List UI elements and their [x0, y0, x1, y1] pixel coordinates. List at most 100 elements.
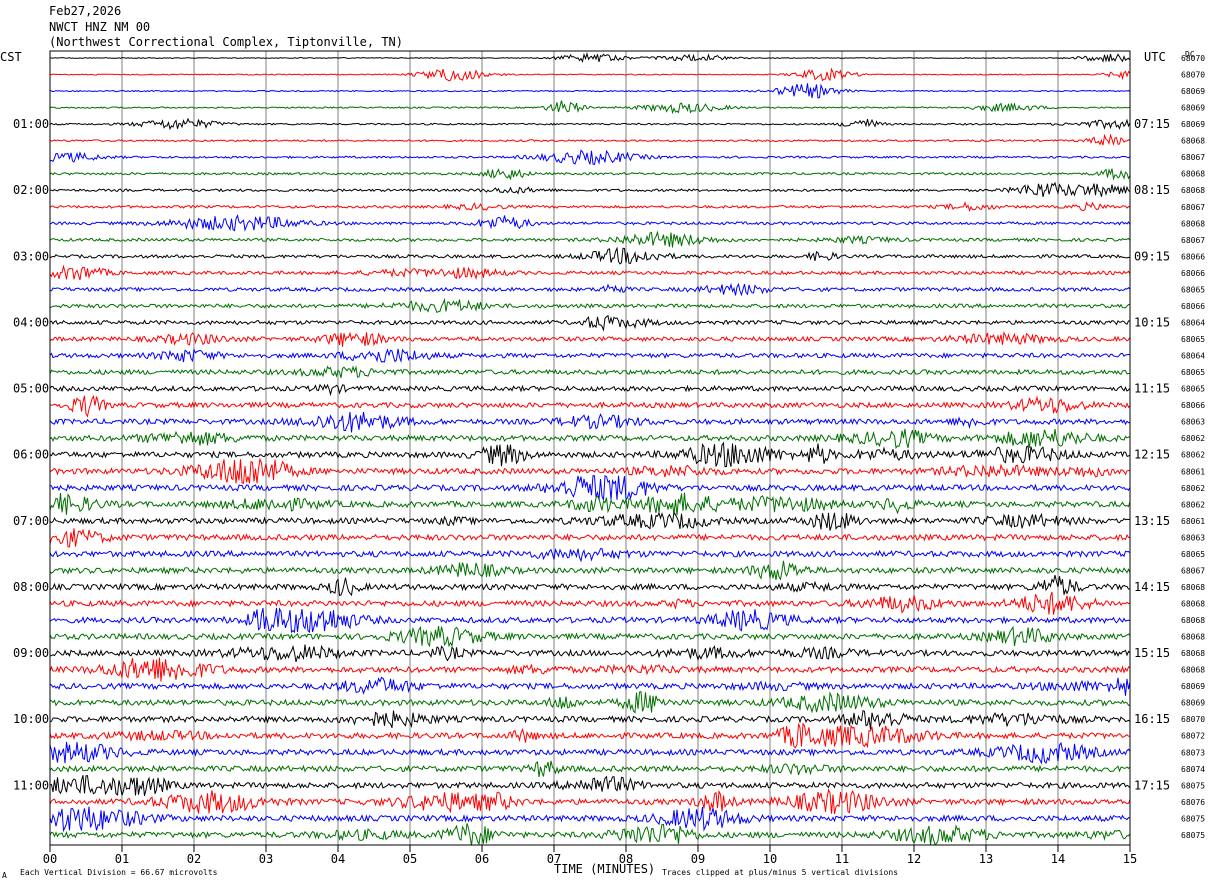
- dc-header-label: DC: [1185, 50, 1195, 59]
- trace-line: [49, 560, 1131, 581]
- x-tick-label: 05: [403, 852, 417, 866]
- dc-offset-label: 68068: [1181, 170, 1205, 179]
- trace-line: [49, 213, 1131, 232]
- x-tick-label: 14: [1051, 852, 1065, 866]
- x-tick-label: 13: [979, 852, 993, 866]
- dc-offset-label: 68068: [1181, 583, 1205, 592]
- trace-line: [49, 474, 1131, 502]
- trace-line: [49, 314, 1131, 332]
- scale-note: Each Vertical Division = 66.67 microvolt…: [20, 868, 218, 877]
- trace-line: [49, 806, 1131, 833]
- trace-line: [49, 201, 1131, 212]
- x-tick-label: 04: [331, 852, 345, 866]
- trace-line: [49, 788, 1131, 815]
- left-time-label: 05:00: [13, 382, 49, 396]
- dc-offset-label: 68070: [1181, 71, 1205, 80]
- trace-line: [49, 181, 1131, 198]
- trace-line: [49, 365, 1131, 379]
- trace-line: [49, 511, 1131, 531]
- x-tick-label: 07: [547, 852, 561, 866]
- dc-offset-label: 68064: [1181, 318, 1205, 327]
- trace-line: [49, 149, 1131, 165]
- left-time-label: 10:00: [13, 712, 49, 726]
- trace-line: [49, 428, 1131, 450]
- trace-line: [49, 457, 1131, 484]
- right-time-labels: 07:15 08:15 09:15 10:15 11:15 12:15 13:15 14:15…: [1134, 117, 1170, 792]
- trace-line: [49, 133, 1131, 147]
- dc-offset-label: 68068: [1181, 649, 1205, 658]
- dc-offset-label: 68064: [1181, 352, 1205, 361]
- dc-offset-label: 68065: [1181, 385, 1205, 394]
- dc-offset-label: 68062: [1181, 500, 1205, 509]
- x-tick-label: 00: [43, 852, 57, 866]
- trace-line: [49, 67, 1131, 82]
- dc-offset-label: 68068: [1181, 186, 1205, 195]
- trace-line: [49, 441, 1131, 468]
- trace-line: [49, 574, 1131, 597]
- left-time-label: 09:00: [13, 646, 49, 660]
- trace-line: [49, 330, 1131, 347]
- dc-offset-label: 68067: [1181, 236, 1205, 245]
- dc-offset-label: 68069: [1181, 87, 1205, 96]
- dc-offset-labels: 68070 68070 68069 68069 68069 68068 68067 68068…: [1181, 54, 1205, 840]
- dc-offset-label: 68069: [1181, 120, 1205, 129]
- dc-offset-label: 68075: [1181, 831, 1205, 840]
- trace-line: [49, 83, 1131, 99]
- trace-line: [49, 383, 1131, 397]
- x-tick-label: 01: [115, 852, 129, 866]
- x-tick-label: 03: [259, 852, 273, 866]
- trace-line: [49, 775, 1131, 797]
- header-date: Feb27,2026: [49, 4, 121, 18]
- trace-line: [49, 117, 1131, 131]
- trace-line: [49, 168, 1131, 181]
- left-time-label: 07:00: [13, 514, 49, 528]
- trace-line: [49, 710, 1131, 730]
- trace-line: [49, 691, 1131, 714]
- x-axis-title: TIME (MINUTES): [554, 862, 655, 876]
- dc-offset-label: 68062: [1181, 434, 1205, 443]
- right-time-label: 13:15: [1134, 514, 1170, 528]
- left-time-label: 11:00: [13, 778, 49, 792]
- dc-offset-label: 68072: [1181, 732, 1205, 741]
- trace-line: [49, 741, 1131, 765]
- dc-offset-label: 68067: [1181, 153, 1205, 162]
- left-time-label: 04:00: [13, 315, 49, 329]
- right-time-label: 14:15: [1134, 580, 1170, 594]
- left-time-label: 02:00: [13, 183, 49, 197]
- dc-offset-label: 68065: [1181, 368, 1205, 377]
- corner-mark: A: [2, 871, 7, 880]
- dc-offset-label: 68067: [1181, 203, 1205, 212]
- trace-line: [49, 246, 1131, 265]
- right-time-label: 08:15: [1134, 183, 1170, 197]
- trace-line: [49, 492, 1131, 516]
- right-time-label: 12:15: [1134, 448, 1170, 462]
- dc-offset-label: 68066: [1181, 401, 1205, 410]
- right-time-label: 07:15: [1134, 117, 1170, 131]
- header-station: NWCT HNZ NM 00: [49, 20, 150, 34]
- right-timezone-label: UTC: [1144, 50, 1166, 64]
- dc-offset-label: 68068: [1181, 137, 1205, 146]
- trace-line: [49, 297, 1131, 314]
- right-time-label: 10:15: [1134, 315, 1170, 329]
- dc-offset-label: 68073: [1181, 748, 1205, 757]
- dc-offset-label: 68068: [1181, 219, 1205, 228]
- trace-line: [49, 591, 1131, 615]
- trace-line: [49, 347, 1131, 364]
- trace-line: [49, 282, 1131, 297]
- right-time-label: 09:15: [1134, 249, 1170, 263]
- x-tick-label: 09: [691, 852, 705, 866]
- dc-offset-label: 68063: [1181, 533, 1205, 542]
- left-time-label: 08:00: [13, 580, 49, 594]
- dc-offset-label: 68061: [1181, 517, 1205, 526]
- dc-offset-label: 68063: [1181, 418, 1205, 427]
- trace-line: [49, 823, 1131, 846]
- header-location: (Northwest Correctional Complex, Tiptonv…: [49, 35, 403, 49]
- right-time-label: 15:15: [1134, 646, 1170, 660]
- time-grid: [121, 51, 1059, 845]
- x-axis-ticks: 00 01 02 03 04 05 06 07 08 09 10 11 12 13 14 15: [43, 845, 1137, 866]
- dc-offset-label: 68075: [1181, 814, 1205, 823]
- dc-offset-label: 68067: [1181, 566, 1205, 575]
- trace-line: [49, 528, 1131, 548]
- dc-offset-label: 68075: [1181, 781, 1205, 790]
